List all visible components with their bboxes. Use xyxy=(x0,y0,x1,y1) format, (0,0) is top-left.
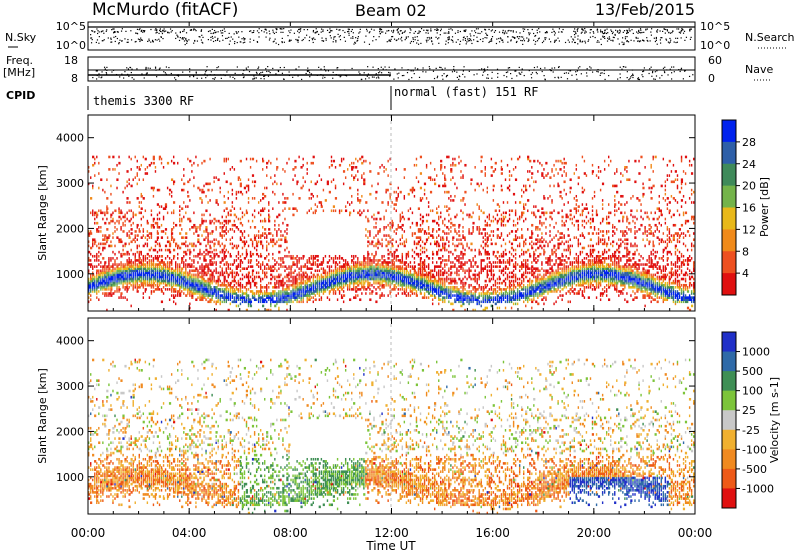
velocity-colorbar-frame xyxy=(721,331,737,509)
date-title: 13/Feb/2015 xyxy=(595,0,695,19)
colorbar-swatch xyxy=(722,468,736,489)
colorbar-tick: 20 xyxy=(742,180,756,193)
ytick-label: 4000 xyxy=(56,132,84,145)
ytick-label: 4000 xyxy=(56,335,84,348)
power-panel: 1000 2000 3000 4000 Slant Range [km] xyxy=(36,114,696,312)
nsky-panel-frame xyxy=(87,21,696,51)
power-colorbar: 28 24 20 16 12 8 4 Power [dB] xyxy=(721,119,771,296)
colorbar-tick: 28 xyxy=(742,136,756,149)
colorbar-tick: -25 xyxy=(742,424,760,437)
cpid-label: CPID xyxy=(6,89,35,102)
power-colorbar-frame xyxy=(721,119,737,296)
nsearch-tick-high: 10^5 xyxy=(700,20,730,33)
velocity-panel: 1000 2000 3000 4000 Slant Range [km] xyxy=(36,317,696,515)
nave-tick-high: 60 xyxy=(708,54,722,67)
colorbar-swatch xyxy=(722,351,736,372)
velocity-colorbar: 1000 500 100 25 -25 -100 -500 -1000 Velocity [m… xyxy=(721,331,781,509)
velocity-heatmap-cells xyxy=(88,318,696,515)
colorbar-tick: 8 xyxy=(742,245,749,258)
nsky-tick-high: 10^5 xyxy=(56,20,86,33)
freq-label-line1: Freq. xyxy=(6,54,33,67)
colorbar-tick: -500 xyxy=(742,463,767,476)
ytick-label: 2000 xyxy=(56,222,84,235)
xaxis-label: Time UT xyxy=(365,539,416,553)
colorbar-swatch xyxy=(722,273,736,296)
colorbar-swatch xyxy=(722,488,736,509)
colorbar-swatch xyxy=(722,390,736,411)
nave-label: Nave xyxy=(745,63,773,76)
xtick-label: 16:00 xyxy=(475,526,510,540)
station-title: McMurdo (fitACF) xyxy=(92,0,238,20)
colorbar-swatch xyxy=(722,449,736,470)
colorbar-swatch xyxy=(722,141,736,165)
power-heatmap-cells xyxy=(88,115,696,312)
colorbar-tick: 24 xyxy=(742,158,756,171)
colorbar-tick: 4 xyxy=(742,267,749,280)
colorbar-tick: -100 xyxy=(742,443,767,456)
colorbar-swatch xyxy=(722,332,736,353)
nsearch-label: N.Search xyxy=(745,31,795,44)
ytick-label: 2000 xyxy=(56,425,84,438)
beam-title: Beam 02 xyxy=(355,1,427,20)
xtick-label: 00:00 xyxy=(678,526,713,540)
power-ylabel: Slant Range [km] xyxy=(36,165,49,261)
colorbar-tick: -1000 xyxy=(742,482,774,495)
colorbar-swatch xyxy=(722,207,736,230)
colorbar-swatch xyxy=(722,185,736,208)
velocity-colorbar-label: Velocity [m s-1] xyxy=(768,377,781,463)
colorbar-swatch xyxy=(722,163,736,187)
nsearch-tick-low: 10^0 xyxy=(700,39,730,52)
velocity-ylabel: Slant Range [km] xyxy=(36,368,49,464)
cpid-segment-2: normal (fast) 151 RF xyxy=(394,85,539,99)
xtick-label: 08:00 xyxy=(273,526,308,540)
colorbar-tick: 16 xyxy=(742,202,756,215)
freq-tick-high: 18 xyxy=(64,54,78,67)
colorbar-tick: 1000 xyxy=(742,346,770,359)
xtick-label: 00:00 xyxy=(71,526,106,540)
colorbar-tick: 500 xyxy=(742,365,763,378)
ytick-label: 1000 xyxy=(56,268,84,281)
ytick-label: 3000 xyxy=(56,177,84,190)
colorbar-tick: 25 xyxy=(742,404,756,417)
xtick-label: 04:00 xyxy=(172,526,207,540)
colorbar-swatch xyxy=(722,410,736,431)
colorbar-swatch xyxy=(722,251,736,274)
nsky-tick-low: 10^0 xyxy=(56,39,86,52)
freq-panel-frame xyxy=(87,56,696,82)
freq-scatter xyxy=(88,66,695,81)
xtick-label: 12:00 xyxy=(374,526,409,540)
cpid-segment-1: themis 3300 RF xyxy=(93,94,194,108)
colorbar-tick: 12 xyxy=(742,223,756,236)
freq-tick-low: 8 xyxy=(71,72,78,85)
colorbar-swatch xyxy=(722,429,736,450)
nsky-label: N.Sky xyxy=(5,31,37,44)
nave-tick-low: 0 xyxy=(708,72,715,85)
ytick-label: 1000 xyxy=(56,471,84,484)
xtick-label: 20:00 xyxy=(577,526,612,540)
power-colorbar-label: Power [dB] xyxy=(758,177,771,237)
time-axis: 00:00 04:00 08:00 12:00 16:00 20:00 00:00 xyxy=(71,22,713,540)
colorbar-swatch xyxy=(722,371,736,392)
freq-label-line2: [MHz] xyxy=(3,66,35,79)
colorbar-tick: 100 xyxy=(742,385,763,398)
ytick-label: 3000 xyxy=(56,380,84,393)
nsky-scatter xyxy=(88,26,695,46)
colorbar-swatch xyxy=(722,229,736,252)
colorbar-swatch xyxy=(722,120,736,143)
